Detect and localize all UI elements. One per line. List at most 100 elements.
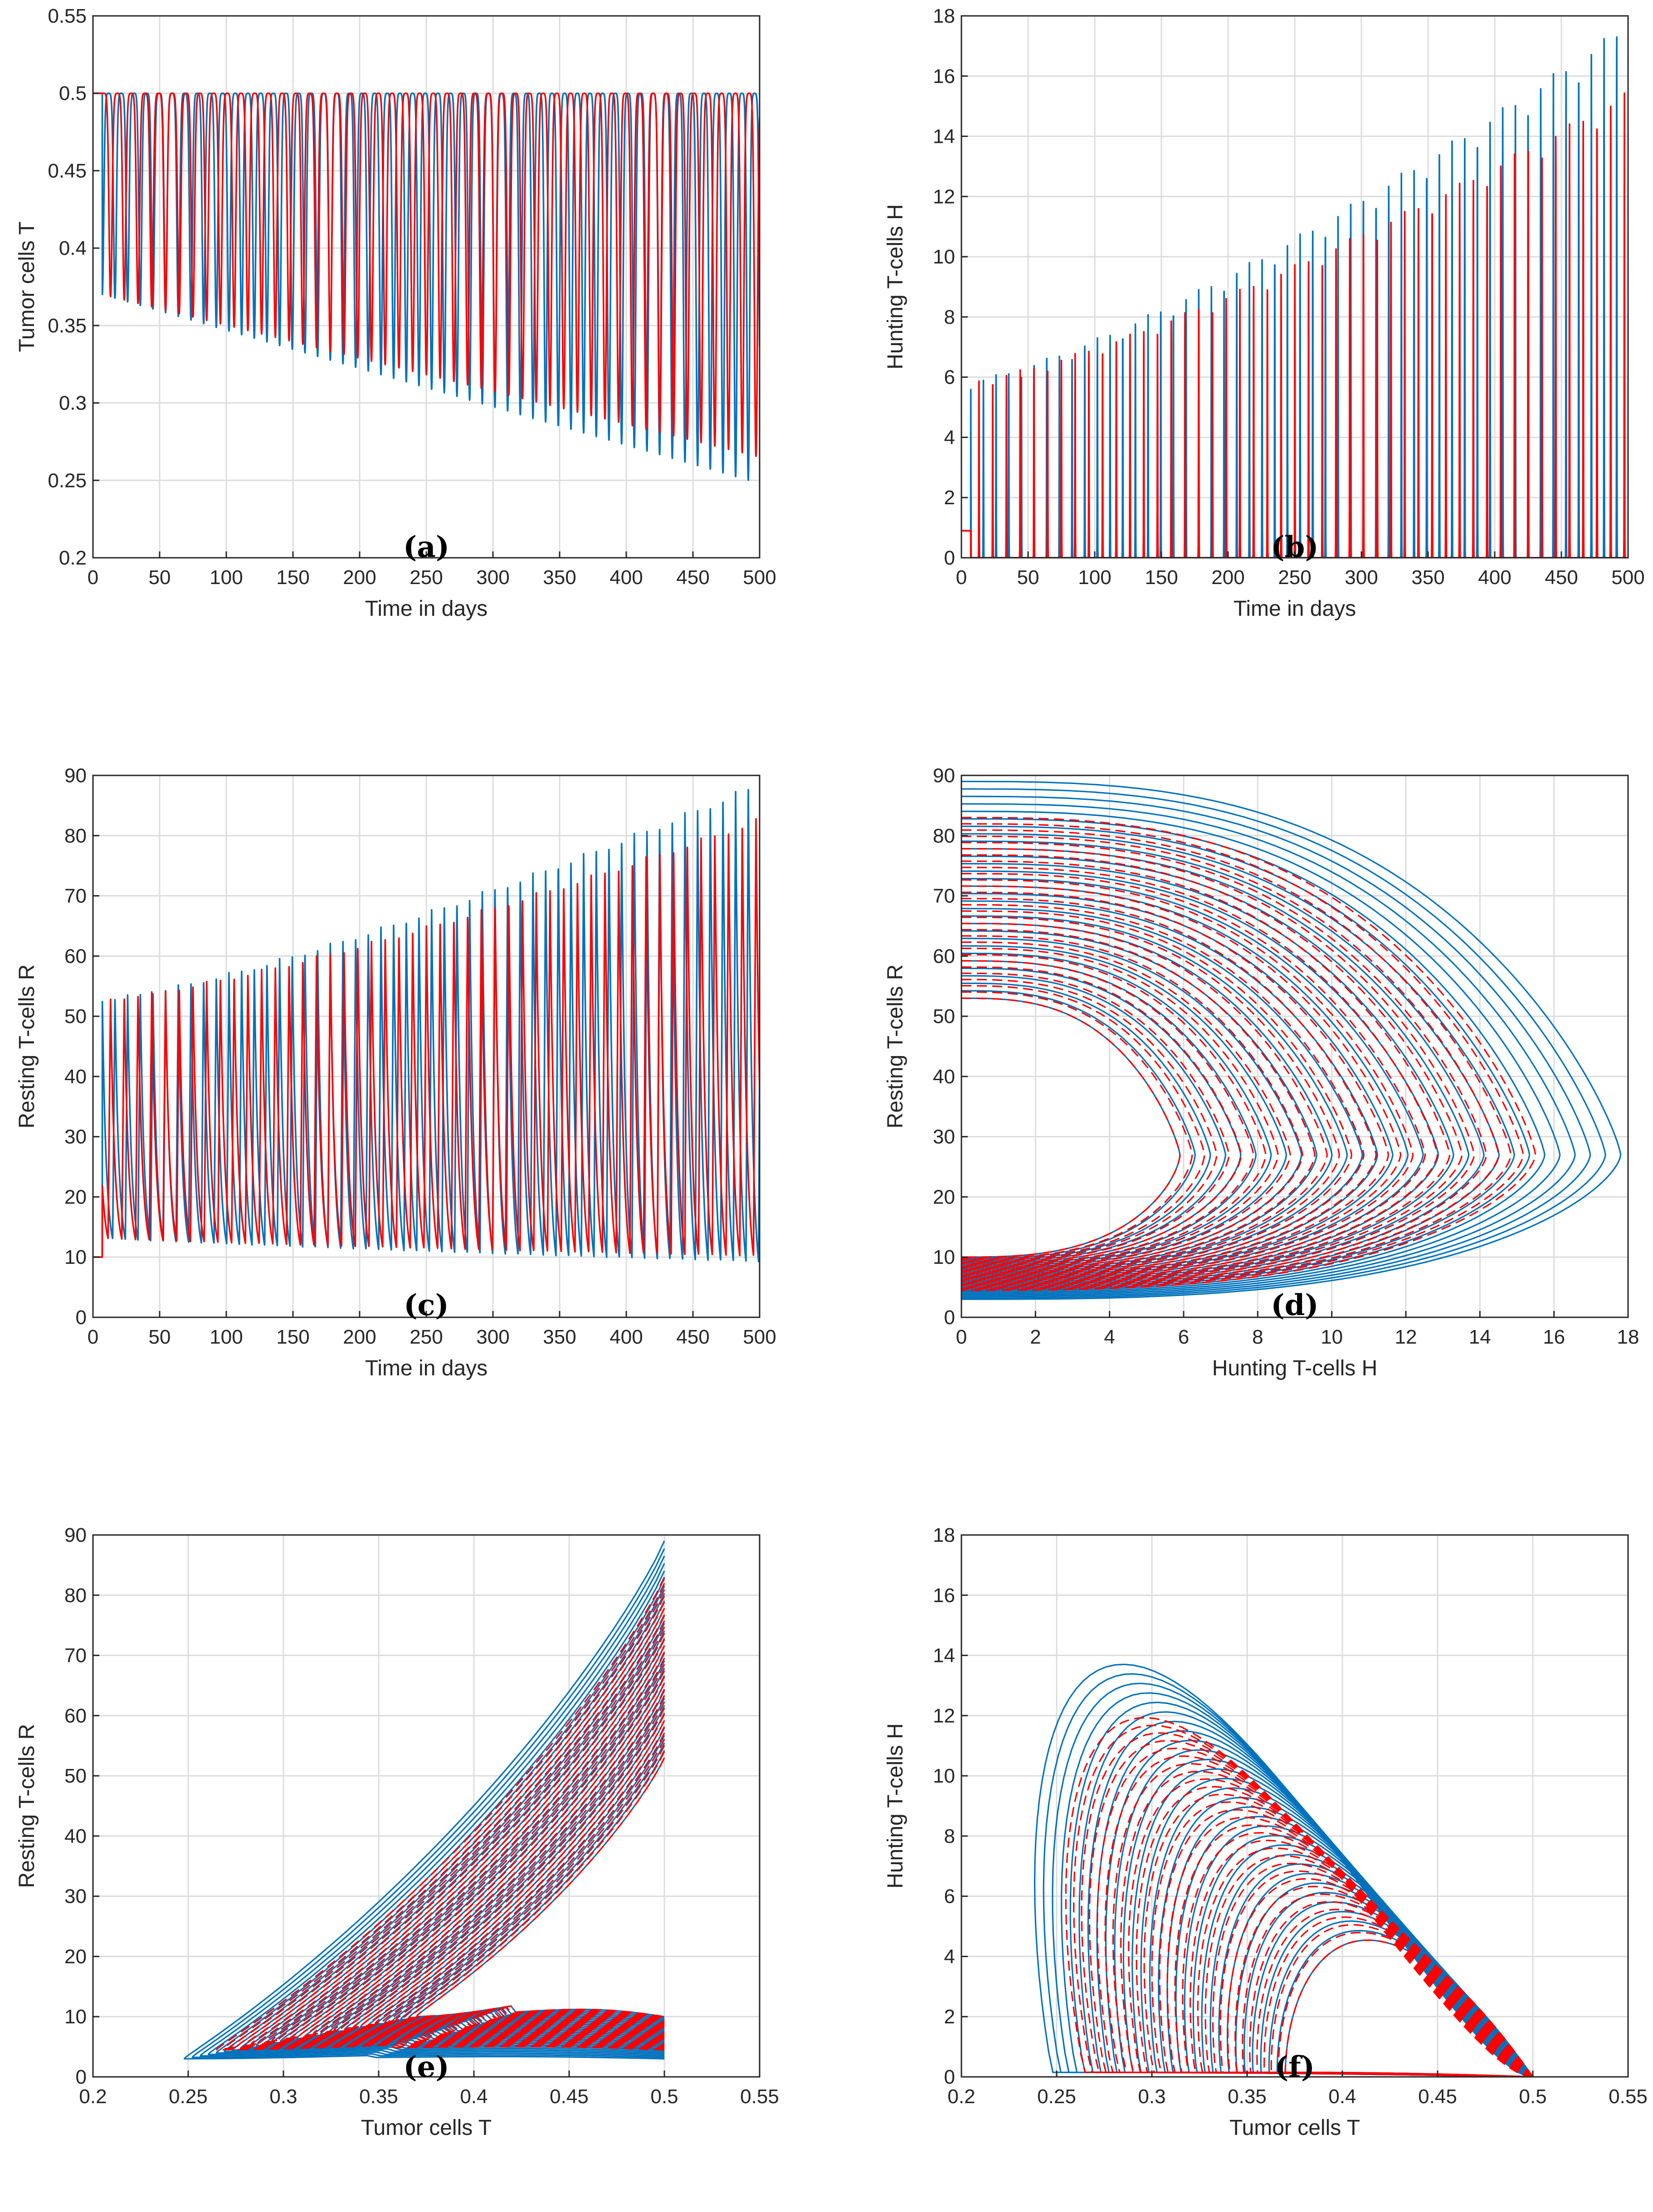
- series-line-red: [340, 1689, 665, 2030]
- series-line-red: [333, 1682, 665, 2031]
- panel-caption: (e): [403, 2050, 449, 2084]
- y-tick-label: 0.2: [59, 547, 87, 569]
- series-line-blue: [961, 900, 1379, 1277]
- x-axis-title: Time in days: [1234, 597, 1356, 621]
- x-tick-label: 0: [88, 566, 98, 589]
- series-line-red: [388, 1732, 665, 2022]
- y-tick-label: 30: [64, 1126, 87, 1148]
- series-line-blue: [961, 795, 1591, 1297]
- chart-panel-a: 0 50 100 150 200 250 300 350 400 450 500 0.2 0.25 0.3…: [15, 5, 776, 621]
- series-line-red: [1278, 1932, 1533, 2077]
- series-line-red: [278, 1632, 665, 2041]
- series-line-blue: [961, 930, 1317, 1271]
- series-line-red: [402, 1745, 665, 2020]
- series-line-blue: [961, 892, 1394, 1278]
- y-tick-label: 18: [933, 1524, 955, 1546]
- series-line-red: [961, 842, 1487, 1286]
- y-tick-label: 70: [933, 885, 955, 907]
- x-tick-label: 0.25: [1037, 2085, 1076, 2108]
- tick-marks: [961, 15, 1629, 559]
- y-tick-label: 50: [933, 1005, 955, 1028]
- x-tick-label: 50: [149, 566, 171, 589]
- tick-marks: [92, 1534, 761, 2078]
- series-line-red: [264, 1620, 665, 2043]
- x-tick-label: 0.45: [550, 2085, 589, 2108]
- y-tick-label: 30: [64, 1886, 87, 1908]
- x-tick-label: 4: [1104, 1326, 1115, 1348]
- x-tick-label: 8: [1252, 1326, 1263, 1348]
- series-line-red: [1197, 1847, 1533, 2077]
- y-tick-label: 40: [64, 1825, 87, 1847]
- x-tick-label: 400: [1478, 566, 1511, 589]
- x-axis-title: Time in days: [365, 597, 488, 621]
- series-line-red: [961, 910, 1352, 1274]
- series-line-red: [1073, 1725, 1533, 2077]
- series-line-red: [961, 904, 1365, 1275]
- grid-lines: [92, 15, 761, 559]
- y-tick-label: 6: [944, 366, 955, 389]
- y-tick-label: 0.35: [48, 315, 87, 337]
- y-axis-title: Resting T-cells R: [883, 965, 907, 1129]
- plot-area: [93, 92, 760, 481]
- series-line-red: [961, 929, 1316, 1271]
- series-line-red: [961, 947, 1279, 1267]
- x-tick-label: 0.5: [650, 2085, 678, 2108]
- series-line-blue: [961, 36, 1628, 558]
- series-line-blue: [200, 1555, 665, 2057]
- y-tick-label: 60: [933, 945, 955, 967]
- x-tick-label: 450: [676, 1326, 709, 1348]
- y-tick-label: 0: [76, 1306, 87, 1329]
- x-tick-label: 14: [1469, 1326, 1491, 1348]
- series-line-red: [1234, 1886, 1533, 2077]
- series-line-blue: [961, 975, 1226, 1262]
- x-tick-label: 250: [410, 1326, 443, 1348]
- series-line-red: [381, 1726, 665, 2023]
- x-axis-title: Time in days: [365, 1356, 488, 1380]
- series-line-blue: [961, 922, 1333, 1272]
- y-tick-label: 20: [64, 1945, 87, 1968]
- axes-box: [961, 775, 1629, 1318]
- series-line-blue: [961, 945, 1287, 1268]
- x-tick-label: 0.2: [79, 2085, 107, 2108]
- series-line-blue: [961, 810, 1561, 1294]
- x-axis-title: Tumor cells T: [1229, 2116, 1360, 2140]
- x-tick-label: 350: [543, 1326, 576, 1348]
- series-line-red: [961, 966, 1242, 1264]
- y-tick-label: 4: [944, 426, 955, 448]
- series-line-red: [961, 935, 1303, 1269]
- series-line-red: [961, 867, 1438, 1282]
- x-tick-label: 16: [1543, 1326, 1565, 1348]
- series-line-red: [1182, 1832, 1533, 2077]
- series-line-red: [250, 1608, 665, 2045]
- series-line-red: [271, 1627, 665, 2041]
- series-line-red: [237, 1595, 665, 2047]
- series-line-blue: [93, 789, 760, 1262]
- x-tick-label: 300: [476, 566, 509, 589]
- series-line-red: [306, 1657, 665, 2036]
- y-tick-label: 12: [933, 1705, 955, 1727]
- x-tick-label: 12: [1395, 1326, 1417, 1348]
- series-line-red: [961, 848, 1475, 1286]
- series-line-red: [961, 879, 1414, 1280]
- series-line-red: [229, 1589, 665, 2048]
- chart-panel-c: 0 50 100 150 200 250 300 350 400 450 500 0 10 20 30 40 5…: [15, 765, 776, 1380]
- y-tick-label: 50: [64, 1765, 87, 1787]
- y-tick-label: 60: [64, 945, 87, 967]
- y-axis-title: Tumor cells T: [15, 221, 39, 352]
- y-tick-label: 10: [933, 1765, 955, 1787]
- axes-box: [961, 1534, 1629, 2078]
- x-tick-label: 50: [149, 1326, 171, 1348]
- y-tick-label: 16: [933, 1584, 955, 1607]
- panel-caption: (b): [1271, 530, 1318, 564]
- y-axis-title: Hunting T-cells H: [883, 204, 907, 370]
- x-tick-label: 450: [676, 566, 709, 589]
- y-tick-label: 0: [76, 2066, 87, 2088]
- series-line-red: [395, 1739, 665, 2021]
- x-tick-label: 250: [1278, 566, 1311, 589]
- series-line-red: [961, 885, 1402, 1279]
- y-tick-label: 4: [944, 1945, 955, 1968]
- y-tick-label: 2: [944, 2006, 955, 2028]
- series-line-red: [961, 916, 1340, 1273]
- x-tick-label: 0: [956, 566, 967, 589]
